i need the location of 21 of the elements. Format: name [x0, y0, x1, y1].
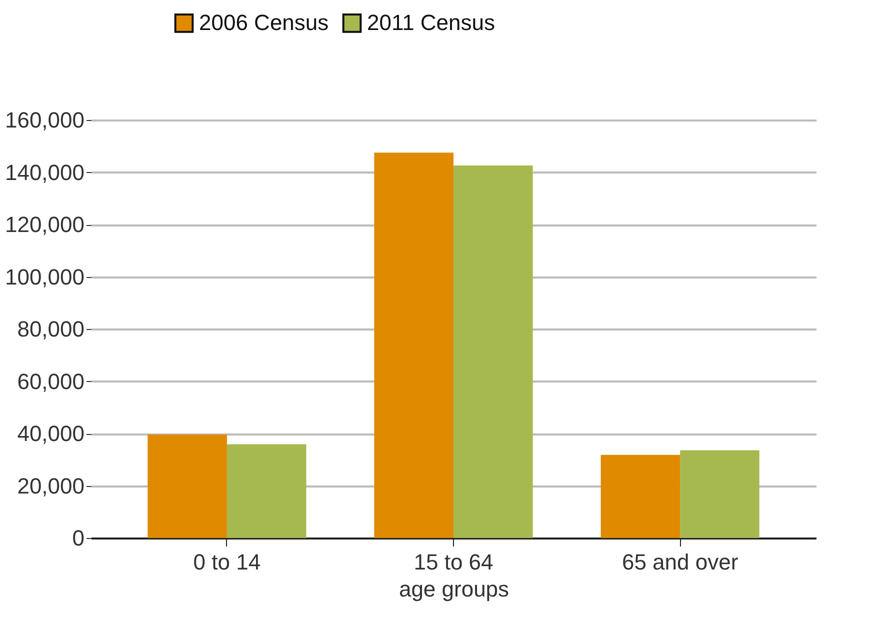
x-tick-label: 0 to 14: [193, 550, 261, 574]
x-axis-title: age groups: [398, 576, 510, 602]
y-tick-label: 20,000: [17, 473, 84, 498]
bar: [600, 454, 680, 538]
y-tick-label: 160,000: [4, 108, 84, 132]
bar: [454, 165, 533, 538]
y-tick-label: 120,000: [4, 212, 84, 237]
y-tick-label: 100,000: [4, 264, 84, 290]
bar: [148, 434, 227, 538]
y-tick-label: 40,000: [17, 421, 84, 446]
y-tick-label: 140,000: [4, 160, 84, 185]
legend-label: 2006 Census: [199, 10, 329, 36]
y-tick-label: 60,000: [17, 368, 84, 394]
bar: [374, 152, 454, 538]
y-tick-label: 0: [72, 526, 84, 550]
bar: [226, 444, 306, 538]
x-tick-label: 65 and over: [622, 550, 738, 574]
legend-label: 2011 Census: [367, 10, 496, 36]
bar: [680, 450, 760, 538]
x-tick-label: 15 to 64: [414, 550, 494, 574]
y-tick-label: 80,000: [17, 316, 84, 342]
